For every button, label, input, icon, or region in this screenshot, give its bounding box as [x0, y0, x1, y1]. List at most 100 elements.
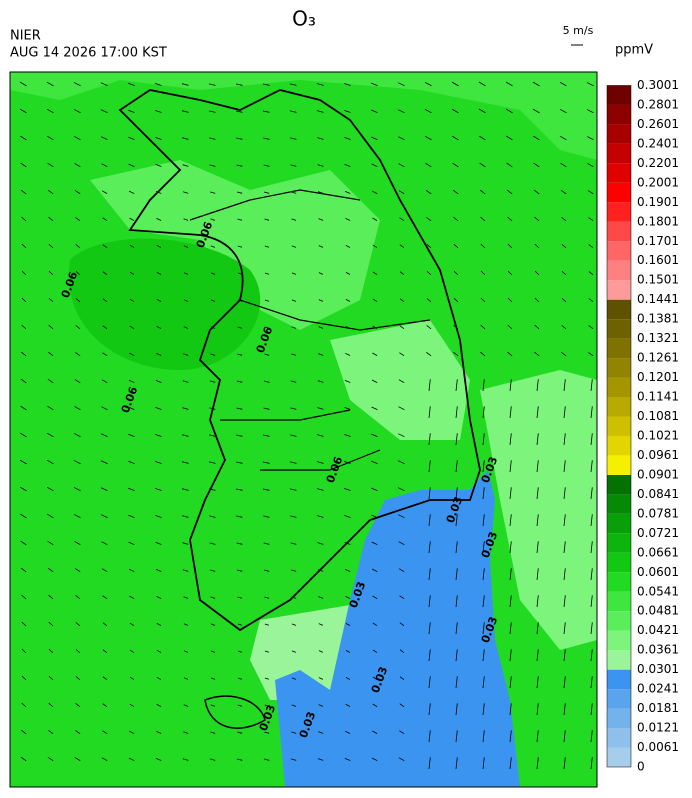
wind-arrow: [425, 190, 432, 195]
colorbar-label: 0.2401: [637, 136, 679, 150]
wind-arrow: [155, 434, 162, 437]
wind-arrow: [75, 217, 81, 222]
colorbar-label: 0.1321: [637, 331, 679, 345]
title: O₃: [292, 7, 316, 31]
wind-arrow: [156, 677, 162, 680]
wind-arrow: [262, 461, 270, 464]
wind-arrow: [75, 271, 81, 276]
wind-arrow: [264, 299, 270, 302]
wind-arrow: [480, 324, 486, 330]
wind-arrow: [129, 703, 135, 707]
wind-arrow: [587, 190, 594, 195]
wind-arrow: [371, 163, 378, 167]
wind-arrow: [263, 164, 270, 167]
wind-arrow: [455, 379, 458, 392]
wind-arrow: [290, 137, 297, 140]
wind-arrow: [237, 218, 243, 221]
wind-arrow: [482, 433, 485, 446]
colorbar-segment: [607, 630, 631, 651]
wind-arrow: [428, 568, 431, 581]
wind-arrow: [561, 324, 567, 330]
wind-arrow: [563, 703, 566, 716]
wind-arrow: [182, 191, 189, 194]
wind-arrow: [210, 353, 216, 356]
wind-arrow: [20, 405, 27, 411]
wind-arrow: [455, 541, 458, 554]
wind-arrow: [128, 433, 135, 437]
wind-arrow: [210, 218, 216, 221]
colorbar-segment: [607, 338, 631, 359]
wind-arrow: [536, 379, 539, 392]
wind-arrow: [183, 272, 189, 275]
wind-arrow: [101, 379, 108, 384]
wind-arrow: [155, 380, 162, 383]
wind-arrow: [127, 487, 135, 491]
wind-arrow: [263, 515, 270, 518]
wind-arrow: [533, 189, 540, 195]
wind-arrow: [74, 163, 81, 168]
wind-arrow: [263, 542, 270, 545]
wind-arrow: [236, 164, 243, 167]
wind-arrow: [455, 568, 458, 581]
wind-arrow: [210, 677, 216, 680]
wind-arrow: [455, 649, 458, 662]
colorbar-segment: [607, 319, 631, 339]
wind-arrow: [399, 271, 405, 276]
wind-arrow: [21, 594, 27, 600]
wind-arrow: [156, 650, 162, 653]
wind-arrow: [75, 244, 81, 249]
wind-arrow: [20, 162, 27, 168]
wind-arrow: [290, 191, 297, 194]
colorbar-segment: [607, 708, 631, 729]
wind-arrow: [102, 676, 108, 680]
coastline: [118, 89, 481, 632]
wind-arrow: [75, 352, 81, 357]
wind-arrow: [506, 135, 513, 141]
wind-arrow: [156, 326, 162, 329]
wind-arrow: [263, 569, 270, 572]
wind-arrow: [398, 136, 405, 141]
wind-arrow: [590, 595, 593, 608]
wind-arrow: [102, 352, 108, 357]
wind-arrow: [262, 110, 270, 113]
colorbar-segment: [607, 669, 631, 690]
wind-arrow: [73, 433, 81, 438]
colorbar-segment: [607, 572, 631, 592]
wind-arrow: [318, 218, 324, 221]
colorbar-label: 0.2001: [637, 175, 679, 189]
wind-arrow: [455, 595, 458, 608]
wind-arrow: [209, 515, 216, 518]
wind-arrow: [73, 487, 81, 492]
wind-arrow: [129, 298, 135, 302]
wind-arrow: [588, 244, 594, 249]
wind-arrow: [318, 299, 324, 302]
wind-arrow: [100, 460, 108, 465]
wind-arrow: [262, 488, 270, 491]
wind-arrow: [563, 730, 566, 743]
wind-arrow: [398, 190, 405, 195]
wind-arrow: [344, 757, 351, 761]
wind-arrow: [236, 515, 243, 518]
wind-arrow: [19, 432, 27, 438]
wind-arrow: [236, 758, 243, 761]
wind-arrow: [482, 379, 485, 392]
wind-arrow: [47, 189, 54, 195]
wind-arrow: [210, 272, 216, 275]
wind-arrow: [155, 569, 162, 572]
wind-arrow: [155, 191, 162, 194]
wind-arrow: [291, 353, 297, 356]
wind-arrow: [46, 81, 54, 87]
wind-arrow: [20, 189, 27, 195]
wind-arrow: [482, 514, 485, 527]
wind-arrow: [532, 81, 540, 87]
wind-arrow: [509, 406, 512, 419]
wind-arrow: [48, 324, 54, 330]
wind-arrow: [74, 136, 81, 141]
colorbar-label: 0.0841: [637, 487, 679, 501]
wind-arrow: [505, 108, 513, 114]
wind-arrow: [236, 434, 243, 437]
wind-arrow: [372, 352, 378, 356]
wind-arrow: [21, 216, 27, 222]
wind-arrow: [426, 244, 432, 249]
